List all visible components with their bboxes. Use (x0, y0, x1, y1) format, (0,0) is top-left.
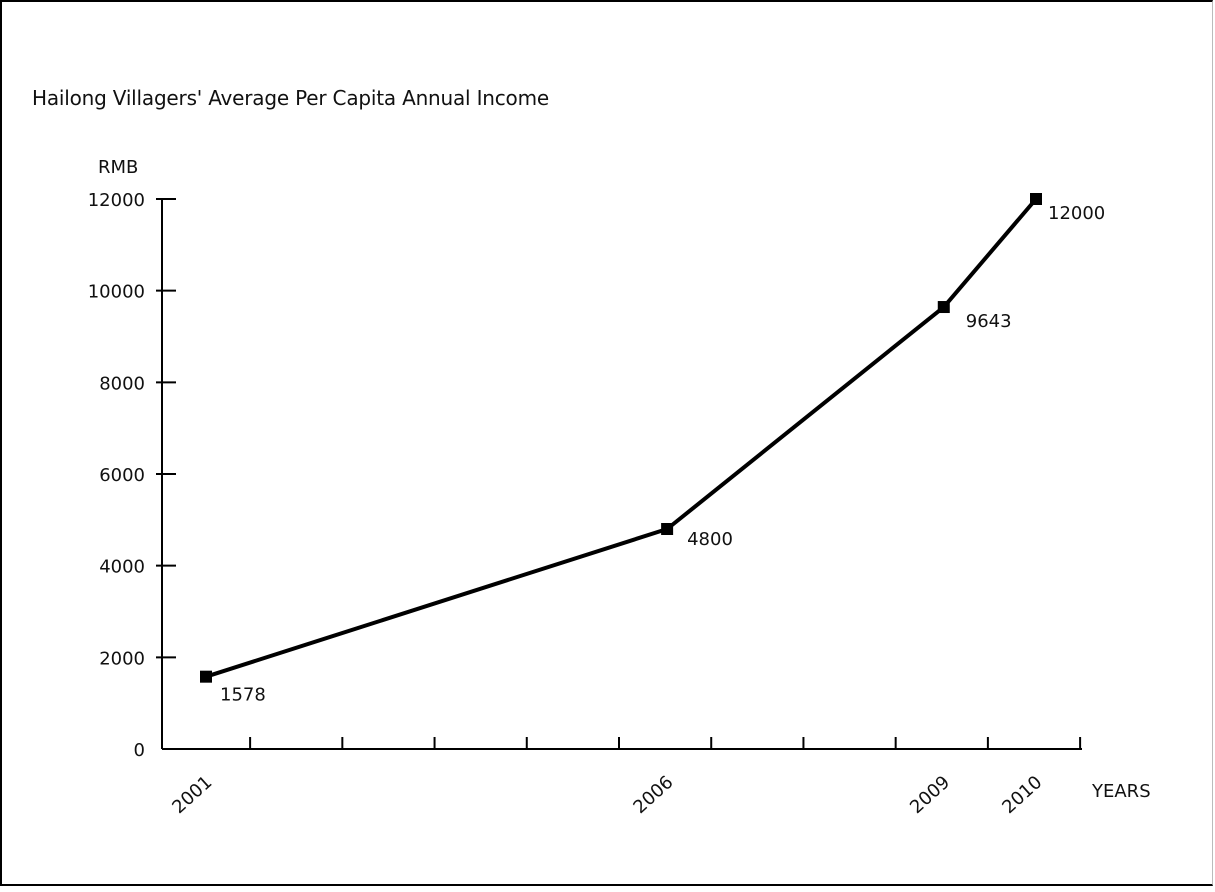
y-tick-label: 2000 (99, 648, 145, 669)
y-tick-label: 4000 (99, 557, 145, 578)
axes (161, 199, 1082, 750)
ticks: 0 2000 4000 6000 8000 10000 12000 (88, 190, 1082, 761)
y-axis-label: RMB (98, 157, 138, 178)
y-tick-label: 10000 (88, 282, 145, 303)
data-label: 12000 (1048, 203, 1105, 224)
x-tick-label: 2010 (998, 772, 1046, 818)
labels: RMB 2001 2006 2009 2010 YEARS 1578 4800 9643 1200… (98, 157, 1151, 818)
data-point-marker (937, 301, 950, 314)
x-axis-label: YEARS (1091, 781, 1151, 802)
data-point-marker (1030, 193, 1042, 205)
x-tick-label: 2009 (906, 772, 954, 818)
x-tick-label: 2006 (629, 772, 677, 818)
x-tick-label: 2001 (168, 772, 216, 818)
series (200, 193, 1042, 683)
y-tick-label: 12000 (88, 190, 145, 211)
data-point-marker (200, 670, 212, 683)
data-label: 1578 (220, 685, 266, 706)
y-tick-label: 8000 (99, 373, 145, 394)
data-label: 9643 (966, 311, 1012, 332)
data-point-marker (661, 523, 674, 535)
series-line (205, 197, 1038, 679)
chart-title: Hailong Villagers' Average Per Capita An… (32, 86, 549, 110)
y-tick-label: 6000 (99, 465, 145, 486)
data-label: 4800 (687, 529, 733, 550)
y-tick-label: 0 (134, 740, 145, 761)
